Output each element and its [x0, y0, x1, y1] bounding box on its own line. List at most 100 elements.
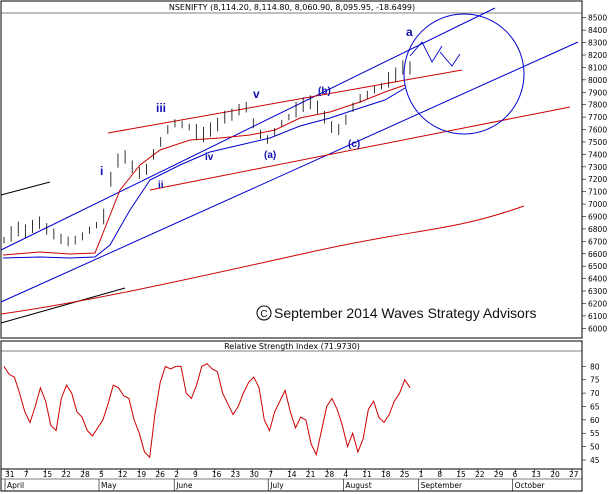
x-tick-label: 21 — [306, 470, 316, 479]
wave-label-iv: iv — [205, 152, 214, 163]
price-y-tick: 6200 — [588, 299, 607, 308]
price-y-tick: 7700 — [588, 113, 607, 122]
price-y-tick: 7300 — [588, 163, 607, 172]
x-tick-label: 30 — [249, 470, 259, 479]
x-tick-label: 20 — [550, 470, 560, 479]
price-y-tick: 8100 — [588, 63, 607, 72]
date-axis-panel — [0, 468, 583, 492]
price-chart-title: NSENIFTY (8,114.20, 8,114.80, 8,060.90, … — [169, 3, 415, 12]
x-tick-label: 25 — [400, 470, 410, 479]
x-tick-label: 1 — [419, 470, 424, 479]
price-y-tick: 8500 — [588, 14, 607, 23]
x-tick-label: 2 — [174, 470, 179, 479]
rsi-y-tick: 60 — [590, 416, 600, 425]
black-trendline-lower — [0, 287, 126, 324]
wave-label-ii: ii — [158, 180, 164, 191]
rsi-series — [3, 363, 411, 459]
mid-moving-average — [2, 87, 406, 259]
wave-label-i: i — [100, 164, 103, 178]
lower-support-line — [149, 106, 571, 191]
x-tick-label: 23 — [231, 470, 241, 479]
x-tick-label: 5 — [99, 470, 104, 479]
price-y-tick: 6700 — [588, 237, 607, 246]
upper-resistance-line — [107, 69, 463, 134]
price-panel — [0, 0, 583, 339]
rsi-y-tick: 75 — [590, 376, 600, 385]
price-y-tick: 7200 — [588, 175, 607, 184]
price-y-tick: 7500 — [588, 138, 607, 147]
x-tick-label: 13 — [531, 470, 541, 479]
x-tick-label: 28 — [80, 470, 90, 479]
price-y-tick: 6100 — [588, 312, 607, 321]
watermark-text: September 2014 Waves Strategy Advisors — [274, 305, 537, 321]
price-y-tick: 7000 — [588, 200, 607, 209]
price-y-tick: 6500 — [588, 262, 607, 271]
month-label: June — [175, 481, 193, 490]
projection-path-b — [439, 51, 461, 67]
x-tick-label: 6 — [513, 470, 518, 479]
wave-label-a-big: a — [406, 25, 413, 39]
trendlines — [0, 7, 579, 324]
price-y-tick: 6900 — [588, 212, 607, 221]
rsi-y-tick: 50 — [590, 443, 600, 452]
rsi-y-tick: 45 — [590, 456, 600, 465]
x-tick-label: 19 — [137, 470, 147, 479]
x-tick-label: 29 — [494, 470, 504, 479]
rsi-y-tick: 55 — [590, 429, 600, 438]
rsi-y-tick: 70 — [590, 389, 600, 398]
rsi-chart-title: Relative Strength Index (71.9730) — [224, 342, 360, 351]
x-tick-label: 14 — [287, 470, 297, 479]
x-tick-label: 18 — [381, 470, 391, 479]
wave-label-v: v — [253, 87, 260, 101]
rsi-y-tick: 80 — [590, 362, 600, 371]
rsi-panel — [0, 340, 583, 470]
upper-channel-line — [0, 7, 496, 251]
projection-circle — [403, 13, 525, 135]
price-y-tick: 7600 — [588, 126, 607, 135]
wave-label-iii: iii — [156, 101, 166, 115]
projection-path-a — [409, 41, 443, 63]
svg-text:C: C — [260, 309, 267, 320]
month-label: September — [421, 481, 463, 490]
x-tick-label: 12 — [118, 470, 128, 479]
copyright-icon — [256, 305, 272, 321]
month-label: July — [269, 481, 284, 490]
month-label: August — [345, 481, 371, 490]
x-tick-label: 26 — [155, 470, 165, 479]
x-tick-label: 22 — [475, 470, 485, 479]
price-y-tick: 7400 — [588, 150, 607, 159]
price-y-tick: 7100 — [588, 188, 607, 197]
x-tick-label: 15 — [456, 470, 466, 479]
copyright-watermark: C September 2014 Waves Strategy Advisors — [256, 305, 537, 321]
short-moving-average — [2, 84, 406, 256]
wave-label-a-small: (a) — [264, 150, 276, 161]
x-tick-label: 7 — [268, 470, 273, 479]
price-y-tick: 6400 — [588, 275, 607, 284]
rsi-line — [3, 363, 411, 459]
x-tick-label: 27 — [569, 470, 579, 479]
long-moving-average — [0, 205, 525, 315]
price-y-tick: 8200 — [588, 51, 607, 60]
price-y-tick: 7900 — [588, 88, 607, 97]
x-tick-label: 28 — [325, 470, 335, 479]
price-y-tick: 6600 — [588, 250, 607, 259]
price-y-tick: 8400 — [588, 26, 607, 35]
rsi-y-tick: 65 — [590, 402, 600, 411]
wave-label-c: (c) — [348, 139, 360, 150]
x-tick-label: 4 — [343, 470, 348, 479]
x-tick-label: 11 — [362, 470, 372, 479]
x-tick-label: 9 — [193, 470, 198, 479]
x-tick-label: 15 — [43, 470, 53, 479]
price-y-tick: 6000 — [588, 324, 607, 333]
x-tick-label: 7 — [24, 470, 29, 479]
price-series — [3, 60, 411, 247]
price-y-tick: 8000 — [588, 76, 607, 85]
month-label: October — [515, 481, 546, 490]
month-label: May — [101, 481, 117, 490]
x-tick-label: 8 — [437, 470, 442, 479]
price-y-tick: 7800 — [588, 101, 607, 110]
month-label: April — [7, 481, 24, 490]
wave-label-b: (b) — [318, 86, 331, 97]
